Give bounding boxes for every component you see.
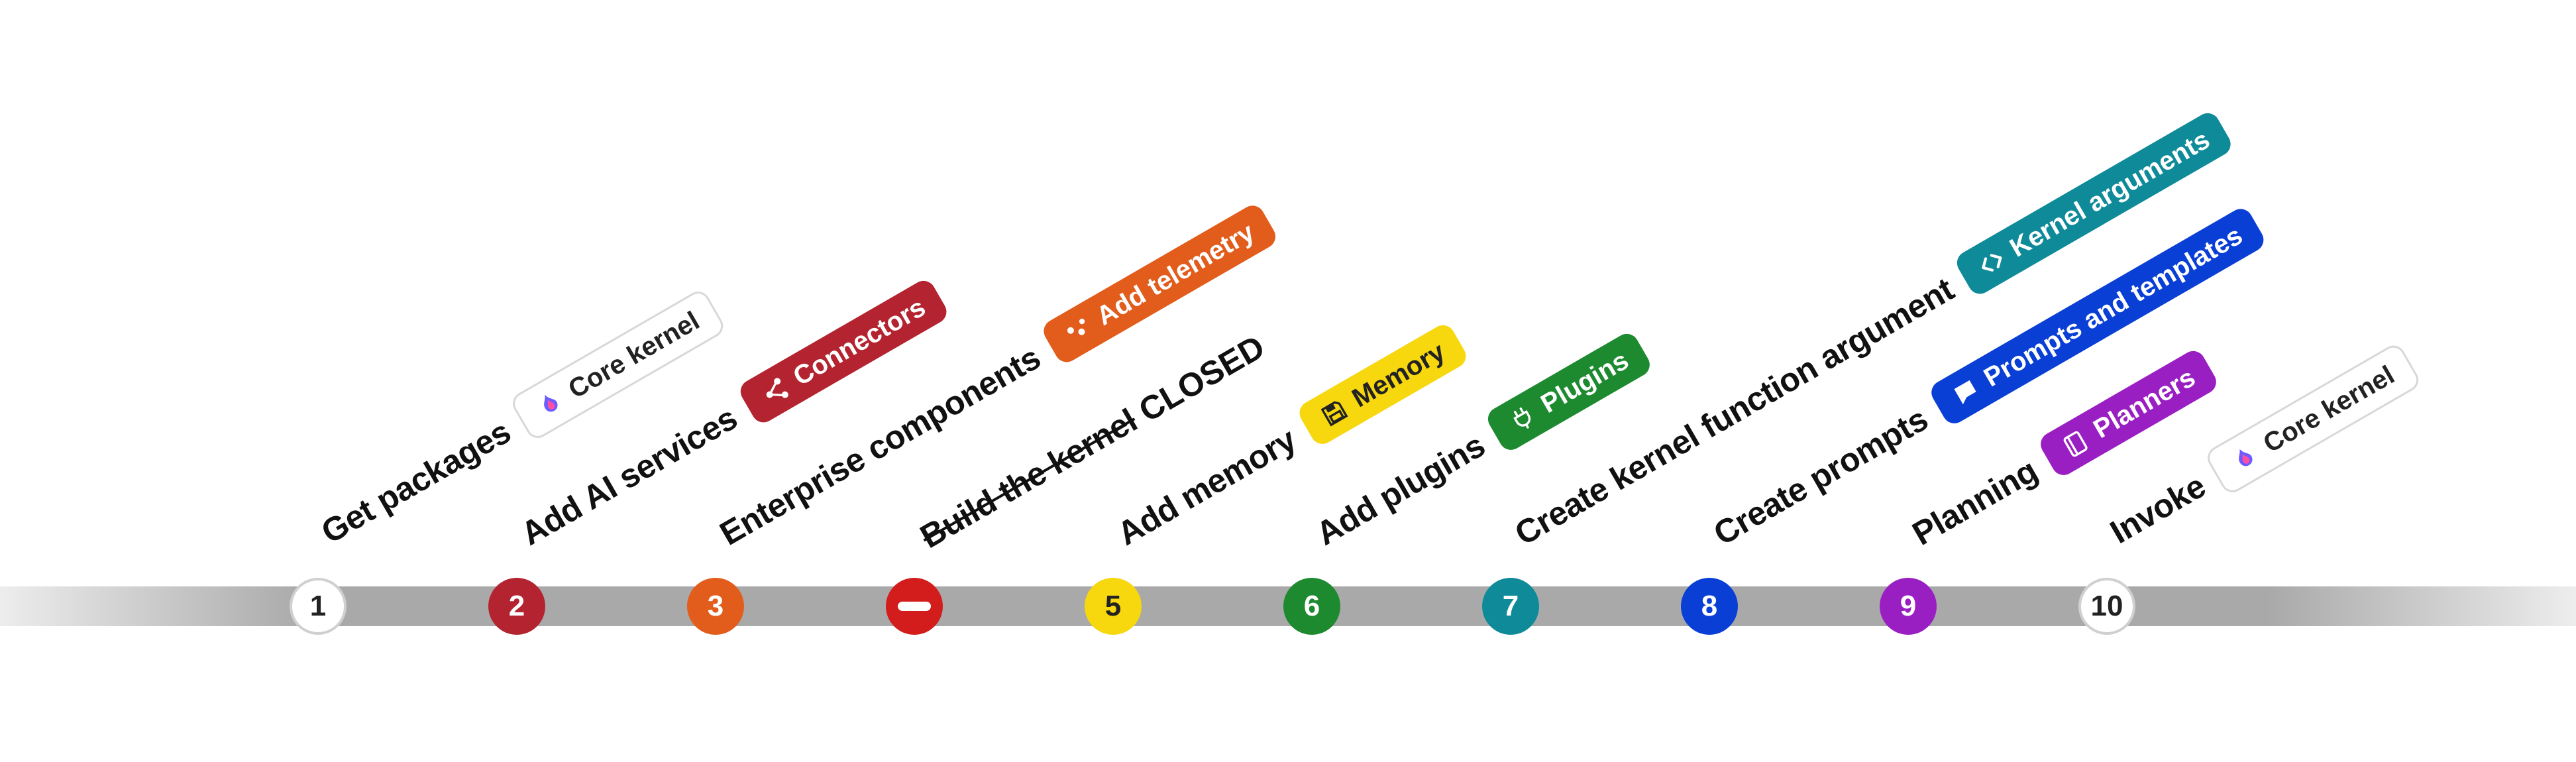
label-row-10: Invoke Core kernel — [2101, 341, 2423, 556]
tag: Plugins — [1484, 329, 1654, 454]
timeline-node-1: 1 — [290, 578, 347, 635]
step-label: Add plugins — [1309, 425, 1491, 553]
step-label: Add memory — [1110, 420, 1302, 553]
timeline-diagram: 1Get packagesCore kernel2Add AI services… — [0, 0, 2576, 762]
tag: Prompts and templates — [1927, 205, 2268, 428]
tag-label: Core kernel — [2259, 360, 2400, 459]
tag-label: Add telemetry — [1092, 217, 1260, 331]
chat-icon — [1948, 374, 1984, 411]
timeline-node-7: 7 — [1482, 578, 1539, 635]
code-icon — [1974, 245, 2010, 281]
tag-label: Plugins — [1536, 346, 1634, 419]
label-row-6: Add plugins Plugins — [1308, 329, 1654, 556]
share-icon — [757, 373, 794, 409]
timeline-node-2: 2 — [488, 578, 545, 635]
timeline-node-6: 6 — [1283, 578, 1340, 635]
tag-label: Core kernel — [564, 306, 705, 405]
timeline-node-8: 8 — [1681, 578, 1738, 635]
timeline-node-5: 5 — [1085, 578, 1142, 635]
timeline-node-9: 9 — [1880, 578, 1937, 635]
dots-icon — [1060, 313, 1097, 349]
step-label: Get packages — [315, 412, 517, 551]
timeline-node-4 — [886, 578, 943, 635]
step-label: Enterprise components — [713, 338, 1047, 553]
book-icon — [2057, 425, 2094, 462]
tag: Memory — [1295, 321, 1470, 448]
step-label: Invoke — [2104, 466, 2212, 551]
flame-icon — [532, 386, 568, 422]
timeline-node-10: 10 — [2078, 578, 2135, 635]
label-row-7: Create kernel function argumentKernel ar… — [1507, 109, 2235, 556]
tag-label: Connectors — [788, 293, 931, 392]
step-label: Planning — [1905, 451, 2043, 553]
tag-label: Memory — [1347, 337, 1450, 414]
label-row-5: Add memory Memory — [1109, 321, 1470, 556]
flame-icon — [2227, 440, 2263, 476]
timeline-node-3: 3 — [687, 578, 744, 635]
tag: Core kernel — [2204, 341, 2422, 496]
tag-label: Planners — [2088, 363, 2200, 445]
label-row-4: Build the kernelCLOSED — [914, 327, 1271, 556]
step-suffix: CLOSED — [1132, 327, 1271, 429]
plug-icon — [1505, 400, 1541, 437]
save-icon — [1316, 394, 1352, 431]
